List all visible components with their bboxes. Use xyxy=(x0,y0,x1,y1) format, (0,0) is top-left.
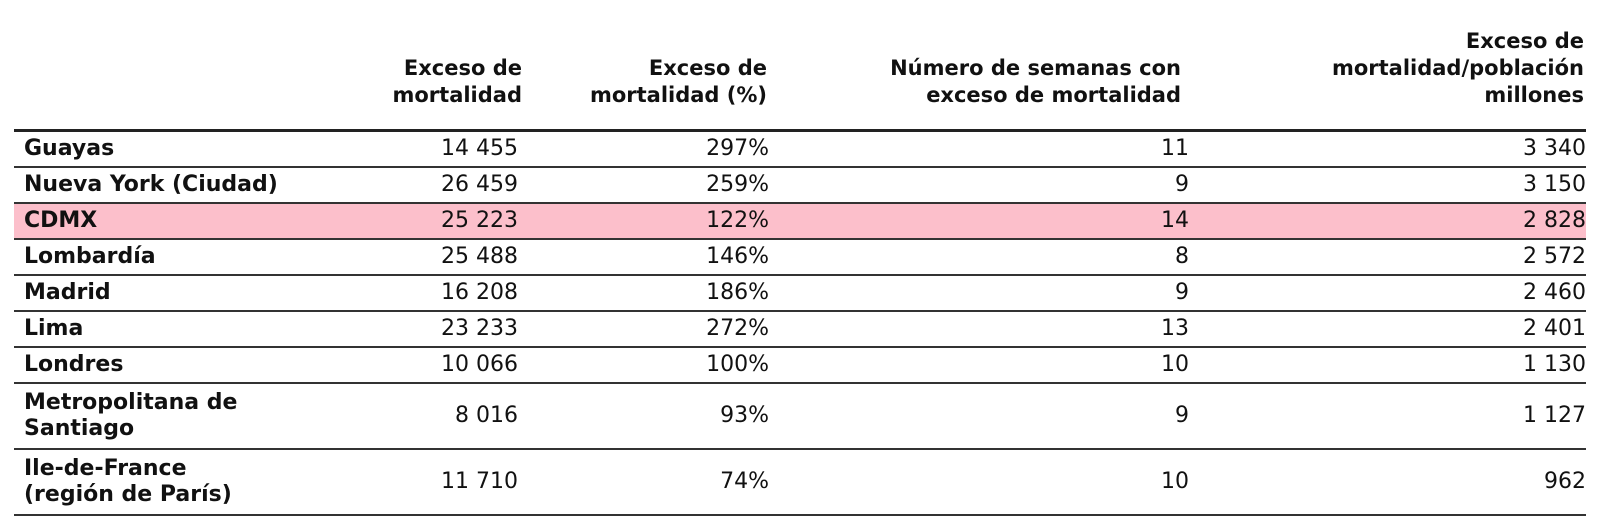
per-million: 3 340 xyxy=(1523,136,1586,161)
per-million: 962 xyxy=(1544,469,1586,494)
weeks: 14 xyxy=(1161,208,1189,233)
header-excess-pct: Exceso de mortalidad (%) xyxy=(589,56,767,107)
excess-deaths: 11 710 xyxy=(441,469,518,494)
table-row: Lombardía 25 488 146% 8 2 572 xyxy=(14,239,1586,275)
excess-pct: 186% xyxy=(706,280,769,305)
excess-deaths: 8 016 xyxy=(455,403,518,428)
excess-deaths: 23 233 xyxy=(441,316,518,341)
excess-pct: 272% xyxy=(706,316,769,341)
header-row: Exceso de mortalidad Exceso de mortalidad … xyxy=(14,28,1586,131)
region-name: Nueva York (Ciudad) xyxy=(24,172,278,197)
per-million: 2 572 xyxy=(1523,244,1586,269)
header-region xyxy=(14,28,344,131)
weeks: 8 xyxy=(1175,244,1189,269)
weeks: 11 xyxy=(1161,136,1189,161)
region-name: Lima xyxy=(24,316,84,341)
region-name: Lombardía xyxy=(24,244,156,269)
table-row: Metropolitana de Santiago 8 016 93% 9 1 1… xyxy=(14,383,1586,449)
weeks: 10 xyxy=(1161,469,1189,494)
excess-pct: 93% xyxy=(720,403,769,428)
excess-pct: 122% xyxy=(706,208,769,233)
region-name: Guayas xyxy=(24,136,115,161)
excess-deaths: 25 223 xyxy=(441,208,518,233)
per-million: 1 127 xyxy=(1523,403,1586,428)
table-row: Lima 23 233 272% 13 2 401 xyxy=(14,311,1586,347)
excess-pct: 146% xyxy=(706,244,769,269)
weeks: 10 xyxy=(1161,352,1189,377)
excess-deaths: 10 066 xyxy=(441,352,518,377)
header-excess-deaths: Exceso de mortalidad xyxy=(392,56,522,107)
excess-deaths: 16 208 xyxy=(441,280,518,305)
per-million: 1 130 xyxy=(1523,352,1586,377)
excess-deaths: 14 455 xyxy=(441,136,518,161)
table-row: Ile-de-France (región de París) 11 710 74… xyxy=(14,449,1586,515)
header-weeks: Número de semanas con exceso de mortalida… xyxy=(890,56,1181,107)
per-million: 3 150 xyxy=(1523,172,1586,197)
region-name: Metropolitana de Santiago xyxy=(24,390,238,441)
excess-deaths: 26 459 xyxy=(441,172,518,197)
weeks: 9 xyxy=(1175,280,1189,305)
excess-pct: 74% xyxy=(720,469,769,494)
region-name: Madrid xyxy=(24,280,111,305)
table-row: Londres 10 066 100% 10 1 130 xyxy=(14,347,1586,383)
table-row: Nueva York (Ciudad) 26 459 259% 9 3 150 xyxy=(14,167,1586,203)
excess-pct: 100% xyxy=(706,352,769,377)
table-row: Madrid 16 208 186% 9 2 460 xyxy=(14,275,1586,311)
excess-pct: 297% xyxy=(706,136,769,161)
per-million: 2 401 xyxy=(1523,316,1586,341)
table-row: Guayas 14 455 297% 11 3 340 xyxy=(14,131,1586,167)
weeks: 13 xyxy=(1161,316,1189,341)
excess-mortality-table: Exceso de mortalidad Exceso de mortalidad … xyxy=(14,28,1586,516)
region-name: Londres xyxy=(24,352,124,377)
per-million: 2 828 xyxy=(1523,208,1586,233)
excess-deaths: 25 488 xyxy=(441,244,518,269)
excess-pct: 259% xyxy=(706,172,769,197)
per-million: 2 460 xyxy=(1523,280,1586,305)
region-name: CDMX xyxy=(24,208,98,233)
table-row-highlighted: CDMX 25 223 122% 14 2 828 xyxy=(14,203,1586,239)
weeks: 9 xyxy=(1175,403,1189,428)
weeks: 9 xyxy=(1175,172,1189,197)
region-name: Ile-de-France (región de París) xyxy=(24,456,232,507)
header-per-million: Exceso de mortalidad/población millones xyxy=(1331,29,1584,107)
